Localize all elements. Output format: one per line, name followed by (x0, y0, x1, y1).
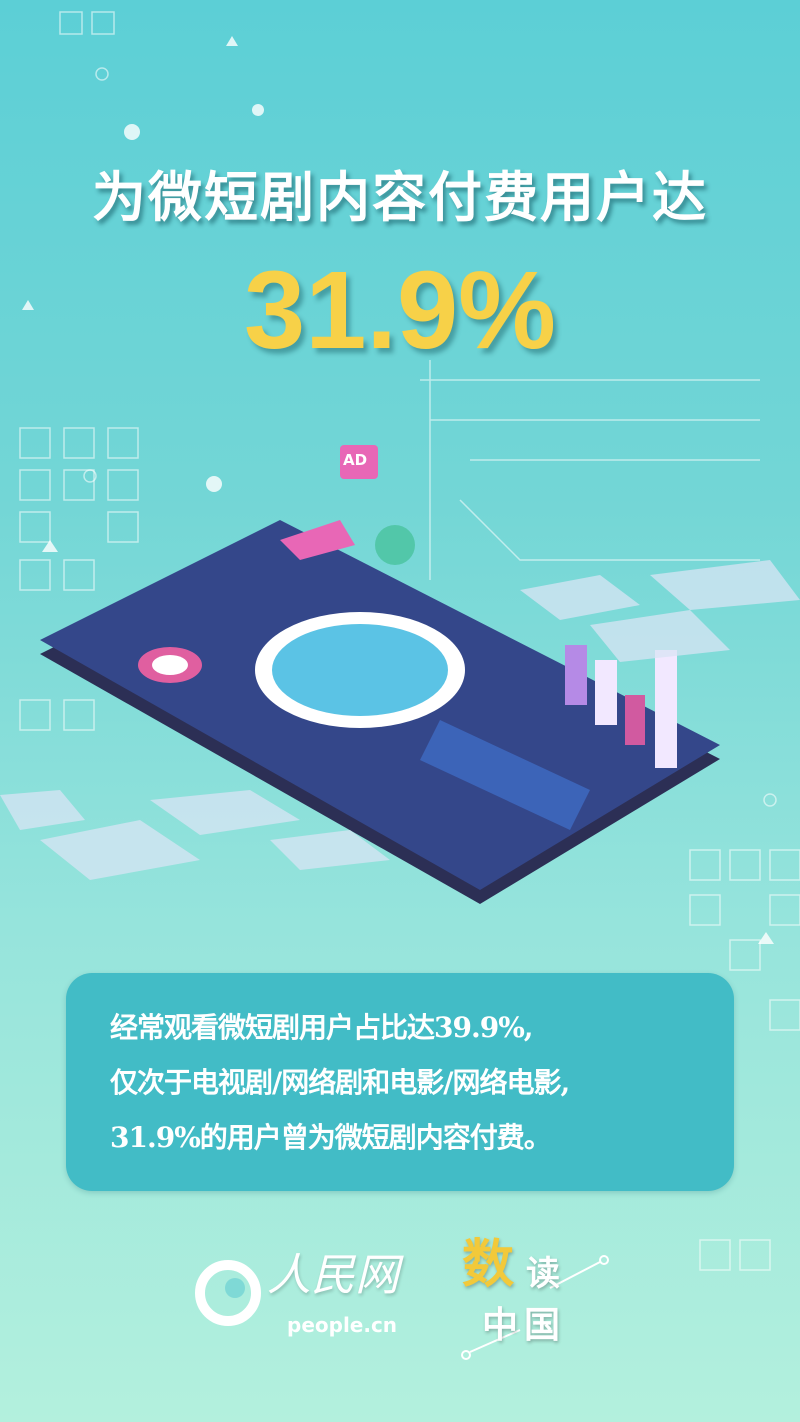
phone-illustration (40, 445, 720, 904)
logo-zhongguo: 中国 (482, 1304, 567, 1346)
summary-box: 经常观看微短剧用户占比达39.9%, 仅次于电视剧/网络剧和电影/网络电影, 3… (66, 973, 734, 1191)
people-logo-mark-icon (195, 1260, 261, 1326)
logo-du: 读 (526, 1254, 560, 1294)
summary-line: 31.9%的用户曾为微短剧内容付费。 (110, 1121, 552, 1154)
headline-figure: 31.9% (244, 249, 556, 372)
logo-shu: 数 (462, 1234, 515, 1295)
summary-line: 经常观看微短剧用户占比达39.9%, (110, 1011, 534, 1044)
people-logo-en: people.cn (287, 1313, 398, 1337)
ad-badge: AD (343, 451, 368, 469)
people-logo-cn: 人民网 (267, 1250, 399, 1301)
headline-title: 为微短剧内容付费用户达 (92, 166, 708, 229)
summary-line: 仅次于电视剧/网络剧和电影/网络电影, (110, 1066, 570, 1099)
